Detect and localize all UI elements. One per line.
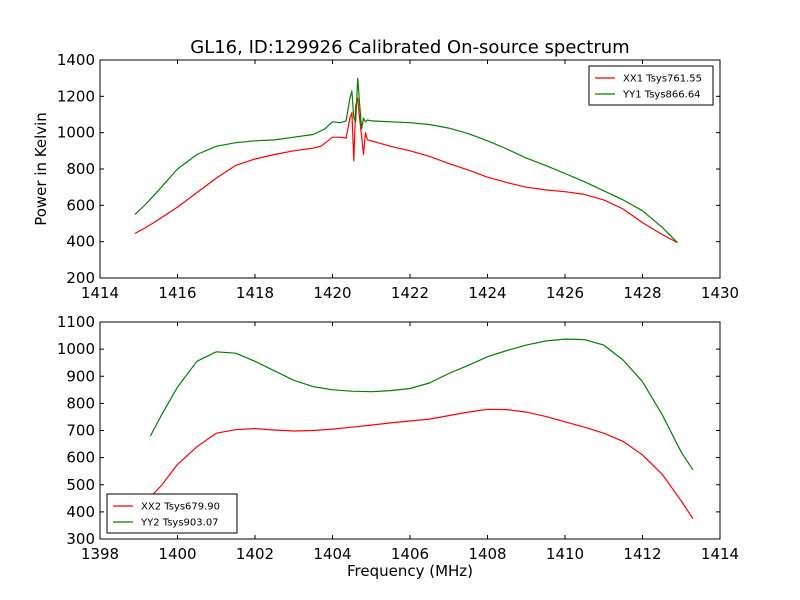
series-line-1-1 (134, 97, 678, 244)
y-tick-label: 500 (66, 476, 95, 494)
y-tick-label: 200 (66, 269, 95, 287)
x-tick-label: 1398 (81, 545, 119, 563)
y-tick-label: 1000 (57, 124, 95, 142)
legend-box (106, 493, 238, 534)
x-tick-label: 1414 (81, 284, 119, 302)
y-tick-label: 1000 (57, 340, 95, 358)
x-tick-label: 1420 (313, 284, 351, 302)
top-panel: 1414 1416 1418 1420 1422 1424 1426 1428 1430 200 4… (57, 51, 739, 302)
x-tick-label: 1418 (236, 284, 274, 302)
legend-label: YY2 Tsys903.07 (140, 518, 219, 529)
y-tick-label: 900 (66, 367, 95, 385)
x-axis-label: Frequency (MHz) (347, 562, 473, 580)
x-tick-label: 1430 (701, 284, 739, 302)
y-tick-label: 400 (66, 233, 95, 251)
legend: XX2 Tsys679.90 YY2 Tsys903.07 (106, 493, 238, 534)
y-tick-label: 1200 (57, 87, 95, 105)
x-tick-label: 1426 (546, 284, 584, 302)
x-tick-label: 1406 (391, 545, 429, 563)
chart-title: GL16, ID:129926 Calibrated On-source spe… (190, 37, 629, 58)
y-tick-label: 300 (66, 530, 95, 548)
series-line-2-1 (149, 408, 694, 520)
legend-label: XX1 Tsys761.55 (623, 74, 702, 85)
x-tick-label: 1412 (623, 545, 661, 563)
bottom-panel: 1398 1400 1402 1404 1406 1408 1410 1412 1414 300 4… (57, 313, 739, 563)
x-tick-label: 1414 (701, 545, 739, 563)
x-tick-label: 1424 (468, 284, 506, 302)
legend-label: YY1 Tsys866.64 (622, 90, 701, 101)
legend-box (588, 65, 714, 106)
y-tick-label: 700 (66, 422, 95, 440)
legend: XX1 Tsys761.55 YY1 Tsys866.64 (588, 65, 714, 106)
series-line-2-2 (149, 338, 694, 471)
x-tick-label: 1428 (623, 284, 661, 302)
x-tick-label: 1410 (546, 545, 584, 563)
y-tick-label: 800 (66, 394, 95, 412)
y-tick-label: 400 (66, 503, 95, 521)
y-tick-label: 1100 (57, 313, 95, 331)
y-tick-label: 800 (66, 160, 95, 178)
x-tick-label: 1404 (313, 545, 351, 563)
x-tick-label: 1402 (236, 545, 274, 563)
series-line-1-2 (134, 77, 678, 244)
x-tick-label: 1400 (158, 545, 196, 563)
x-tick-label: 1408 (468, 545, 506, 563)
legend-label: XX2 Tsys679.90 (141, 502, 220, 513)
y-tick-label: 1400 (57, 51, 95, 69)
x-tick-label: 1422 (391, 284, 429, 302)
y-tick-label: 600 (66, 196, 95, 214)
x-tick-label: 1416 (158, 284, 196, 302)
y-tick-label: 600 (66, 449, 95, 467)
y-axis-label: Power in Kelvin (32, 112, 50, 226)
